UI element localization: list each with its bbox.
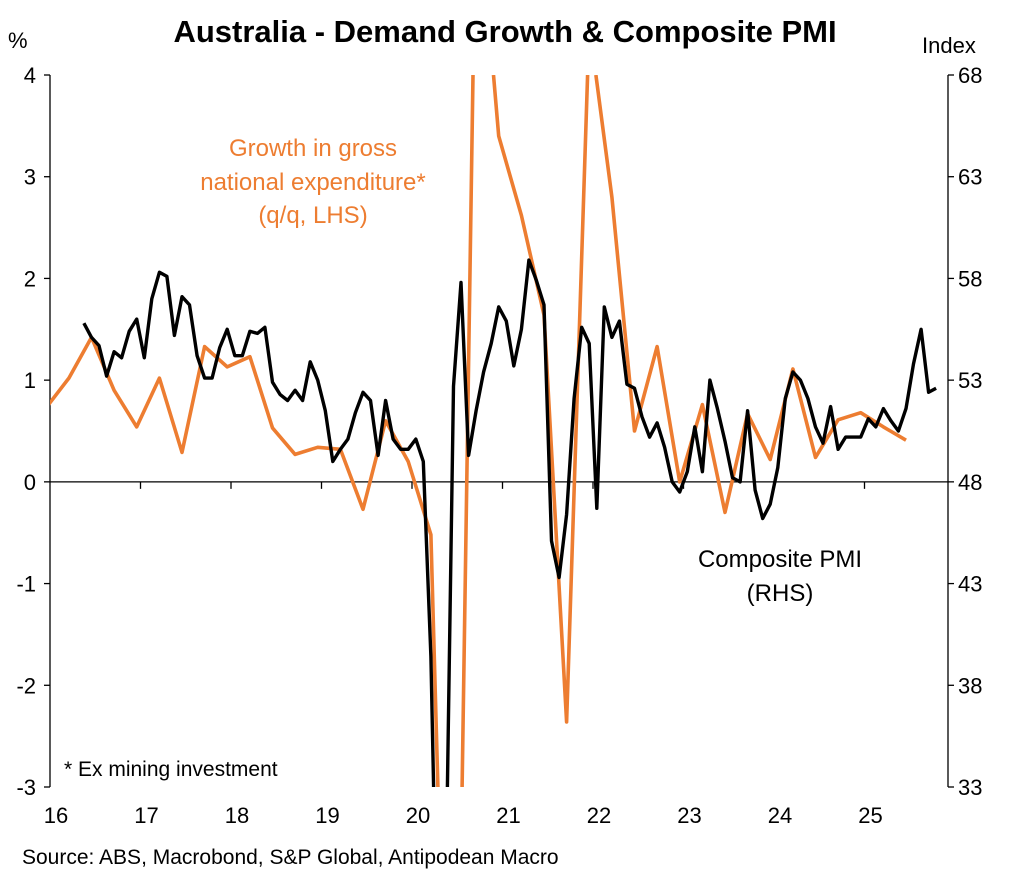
composite-pmi-line (82, 258, 937, 787)
left-axis-unit: % (8, 28, 28, 53)
x-tick-label: 20 (406, 803, 430, 828)
x-tick-label: 22 (587, 803, 611, 828)
pmi-label-line-2: (RHS) (747, 580, 814, 607)
footnote: * Ex mining investment (64, 758, 278, 781)
x-tick-label: 19 (315, 803, 339, 828)
right-axis-unit: Index (922, 33, 976, 58)
x-tick-label: 16 (44, 803, 68, 828)
series-group (50, 75, 937, 787)
right-tick-label: 43 (958, 572, 982, 597)
right-tick-label: 38 (958, 673, 982, 698)
gne-series-label: Growth in gross national expenditure* (q… (200, 135, 426, 229)
x-tick-label: 23 (677, 803, 701, 828)
left-tick-label: 3 (24, 165, 36, 190)
left-tick-label: -1 (16, 572, 36, 597)
pmi-label-line-1: Composite PMI (698, 546, 862, 573)
x-tick-label: 25 (858, 803, 882, 828)
left-tick-label: 2 (24, 266, 36, 291)
gne-label-line-2: national expenditure* (200, 169, 426, 196)
source-note: Source: ABS, Macrobond, S&P Global, Anti… (22, 846, 559, 869)
right-tick-label: 68 (958, 63, 982, 88)
x-tick-label: 18 (225, 803, 249, 828)
gne-label-line-3: (q/q, LHS) (258, 202, 367, 229)
right-tick-label: 53 (958, 368, 982, 393)
right-tick-label: 63 (958, 165, 982, 190)
left-tick-label: -2 (16, 673, 36, 698)
gne-growth-line (50, 75, 907, 787)
x-tick-label: 24 (768, 803, 792, 828)
left-tick-label: -3 (16, 775, 36, 800)
gne-label-line-1: Growth in gross (229, 135, 397, 162)
chart-title: Australia - Demand Growth & Composite PM… (173, 14, 836, 49)
right-tick-label: 58 (958, 266, 982, 291)
left-tick-label: 1 (24, 368, 36, 393)
x-tick-label: 17 (134, 803, 158, 828)
left-tick-label: 0 (24, 470, 36, 495)
left-tick-label: 4 (24, 63, 36, 88)
pmi-series-label: Composite PMI (RHS) (698, 546, 862, 607)
right-tick-label: 33 (958, 775, 982, 800)
x-tick-label: 21 (496, 803, 520, 828)
right-tick-label: 48 (958, 470, 982, 495)
